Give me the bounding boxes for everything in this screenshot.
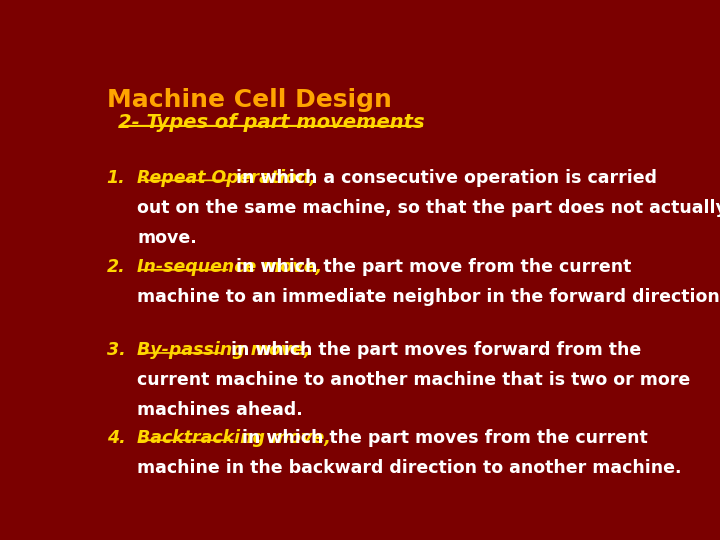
Text: current machine to another machine that is two or more: current machine to another machine that … xyxy=(138,371,690,389)
Text: in which the part moves from the current: in which the part moves from the current xyxy=(236,429,647,447)
Text: machine to an immediate neighbor in the forward direction.: machine to an immediate neighbor in the … xyxy=(138,288,720,306)
Text: in which a consecutive operation is carried: in which a consecutive operation is carr… xyxy=(230,168,657,187)
Text: machines ahead.: machines ahead. xyxy=(138,401,303,419)
Text: 1.: 1. xyxy=(107,168,125,187)
Text: 3.: 3. xyxy=(107,341,125,359)
Text: move.: move. xyxy=(138,228,197,247)
Text: 2- Types of part movements: 2- Types of part movements xyxy=(118,113,425,132)
Text: In-sequence move,: In-sequence move, xyxy=(138,258,323,276)
Text: Machine Cell Design: Machine Cell Design xyxy=(107,87,392,112)
Text: machine in the backward direction to another machine.: machine in the backward direction to ano… xyxy=(138,458,682,477)
Text: out on the same machine, so that the part does not actually: out on the same machine, so that the par… xyxy=(138,199,720,217)
Text: Repeat Operation,: Repeat Operation, xyxy=(138,168,317,187)
Text: in which the part moves forward from the: in which the part moves forward from the xyxy=(225,341,642,359)
Text: in which the part move from the current: in which the part move from the current xyxy=(230,258,631,276)
Text: By-passing move,: By-passing move, xyxy=(138,341,311,359)
Text: 2.: 2. xyxy=(107,258,125,276)
Text: Backtracking move,: Backtracking move, xyxy=(138,429,331,447)
Text: 4.: 4. xyxy=(107,429,125,447)
